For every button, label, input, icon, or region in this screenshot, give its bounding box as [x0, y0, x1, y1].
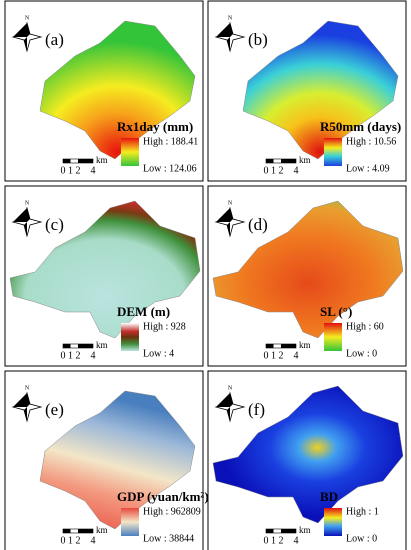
legend-high: High : 60: [346, 321, 384, 332]
north-label: N: [25, 385, 30, 391]
scale-bar-seg: [78, 344, 93, 348]
scale-tick: 4: [91, 165, 96, 176]
panel-label: (d): [248, 215, 268, 234]
legend-title: R50mm (days): [320, 119, 401, 134]
scale-tick: 2: [76, 165, 81, 176]
scale-tick: 0: [264, 535, 269, 546]
study-region: [212, 385, 404, 524]
map-panel: N (b) 0 1 2 4km R50mm (days) High : 10.56 Low : …: [207, 0, 407, 182]
north-label: N: [25, 200, 30, 206]
map-panel: N (c) 0 1 2 4km DEM (m) High : 928 Low : 4: [4, 185, 204, 367]
scale-bar-seg: [78, 529, 93, 533]
legend-title: DEM (m): [117, 304, 170, 319]
panel-label: (a): [45, 30, 64, 49]
scale-bar-seg: [281, 529, 296, 533]
panel-label: (c): [45, 215, 64, 234]
scale-tick: 0: [264, 165, 269, 176]
scale-unit: km: [299, 155, 311, 165]
study-region: [39, 390, 196, 530]
north-arrow-fill: [13, 393, 41, 421]
scale-bar-seg: [63, 159, 71, 163]
scale-tick: 1: [68, 165, 73, 176]
scale-tick: 2: [76, 535, 81, 546]
study-region: [9, 200, 201, 339]
panel-label: (b): [248, 30, 268, 49]
color-ramp: [324, 138, 342, 166]
panel-label: (e): [45, 400, 64, 419]
scale-tick: 2: [279, 165, 284, 176]
legend-title: Rx1day (mm): [117, 119, 193, 134]
scale-bar-seg: [266, 159, 274, 163]
legend-title: BD: [320, 489, 338, 504]
north-arrow-fill: [13, 23, 41, 51]
study-region: [242, 20, 399, 160]
scale-tick: 0: [61, 535, 66, 546]
north-arrow-fill: [216, 393, 244, 421]
map-panel: N (a) 0 1 2 4km Rx1day (mm) High : 188.41 Low : …: [4, 0, 204, 182]
legend-high: High : 188.41: [143, 136, 198, 147]
scale-bar-seg: [281, 344, 296, 348]
color-ramp: [121, 138, 139, 166]
north-arrow-fill: [13, 208, 41, 236]
scale-unit: km: [299, 525, 311, 535]
legend-low: Low : 4: [143, 348, 174, 359]
legend-high: High : 928: [143, 321, 186, 332]
scale-tick: 1: [271, 535, 276, 546]
color-ramp: [324, 508, 342, 536]
color-ramp: [121, 508, 139, 536]
map-panel: N (f) 0 1 2 4km BD High : 1 Low : 0: [207, 370, 407, 550]
scale-bar-seg: [63, 529, 71, 533]
legend-low: Low : 124.06: [143, 163, 197, 174]
north-label: N: [228, 15, 233, 21]
scale-unit: km: [96, 155, 108, 165]
map-panel: N (d) 0 1 2 4km SL (°) High : 60 Low : 0: [207, 185, 407, 367]
scale-tick: 1: [271, 350, 276, 361]
study-region: [39, 20, 196, 160]
scale-bar-seg: [266, 344, 274, 348]
map-panel: N (e) 0 1 2 4km GDP (yuan/km²) High : 962809 Low…: [4, 370, 209, 550]
scale-unit: km: [299, 340, 311, 350]
scale-tick: 4: [91, 535, 96, 546]
legend-low: Low : 0: [346, 533, 377, 544]
study-region: [212, 200, 404, 339]
legend-high: High : 962809: [143, 506, 201, 517]
color-ramp: [121, 323, 139, 351]
scale-tick: 2: [279, 350, 284, 361]
panel-label: (f): [248, 400, 265, 419]
scale-tick: 4: [294, 165, 299, 176]
legend-low: Low : 38844: [143, 533, 194, 544]
scale-bar-seg: [266, 529, 274, 533]
scale-bar-seg: [78, 159, 93, 163]
scale-tick: 2: [279, 535, 284, 546]
north-label: N: [228, 385, 233, 391]
legend-low: Low : 0: [346, 348, 377, 359]
scale-bar-seg: [63, 344, 71, 348]
scale-tick: 4: [294, 350, 299, 361]
legend-title: GDP (yuan/km²): [117, 489, 209, 504]
north-label: N: [228, 200, 233, 206]
north-label: N: [25, 15, 30, 21]
scale-tick: 1: [271, 165, 276, 176]
scale-tick: 2: [76, 350, 81, 361]
scale-unit: km: [96, 340, 108, 350]
scale-unit: km: [96, 525, 108, 535]
legend-high: High : 10.56: [346, 136, 396, 147]
scale-tick: 4: [91, 350, 96, 361]
north-arrow-fill: [216, 23, 244, 51]
scale-tick: 0: [61, 165, 66, 176]
legend-title: SL (°): [320, 304, 352, 319]
scale-tick: 0: [61, 350, 66, 361]
north-arrow-fill: [216, 208, 244, 236]
scale-tick: 1: [68, 535, 73, 546]
legend-low: Low : 4.09: [346, 163, 390, 174]
scale-tick: 0: [264, 350, 269, 361]
scale-bar-seg: [281, 159, 296, 163]
scale-tick: 4: [294, 535, 299, 546]
legend-high: High : 1: [346, 506, 379, 517]
color-ramp: [324, 323, 342, 351]
scale-tick: 1: [68, 350, 73, 361]
